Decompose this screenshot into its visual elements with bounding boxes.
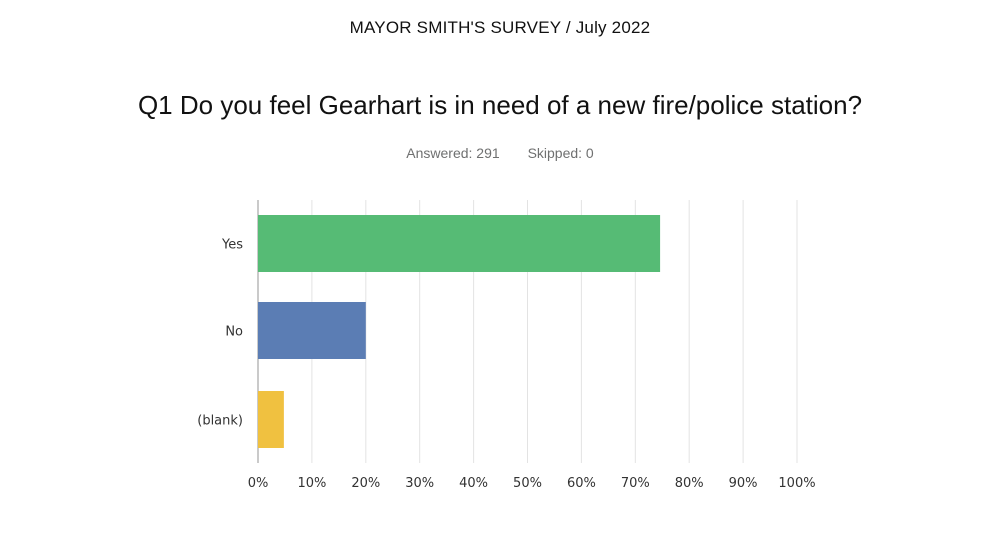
x-tick-label: 90% bbox=[729, 476, 758, 491]
category-label: (blank) bbox=[197, 414, 243, 429]
bars bbox=[258, 215, 661, 448]
category-labels: Yes No (blank) bbox=[197, 238, 243, 429]
bar-yes bbox=[258, 215, 661, 272]
x-tick-label: 30% bbox=[405, 476, 434, 491]
x-tick-label: 10% bbox=[297, 476, 326, 491]
skipped-count: Skipped: 0 bbox=[527, 145, 594, 161]
bar-no bbox=[258, 302, 366, 359]
question-title: Q1 Do you feel Gearhart is in need of a … bbox=[137, 90, 863, 120]
x-tick-label: 50% bbox=[513, 476, 542, 491]
x-tick-label: 100% bbox=[778, 476, 815, 491]
x-tick-label: 80% bbox=[675, 476, 704, 491]
category-label: Yes bbox=[221, 238, 243, 253]
x-tick-label: 20% bbox=[351, 476, 380, 491]
response-stats: Answered: 291 Skipped: 0 bbox=[0, 145, 1000, 161]
survey-title: MAYOR SMITH'S SURVEY / July 2022 bbox=[349, 18, 651, 37]
x-tick-label: 0% bbox=[248, 476, 269, 491]
x-tick-label: 60% bbox=[567, 476, 596, 491]
category-label: No bbox=[225, 325, 243, 340]
answered-count: Answered: 291 bbox=[406, 145, 500, 161]
x-axis-ticks: 0% 10% 20% 30% 40% 50% 60% 70% 80% 90% 100% bbox=[248, 476, 816, 491]
bar-blank bbox=[258, 391, 284, 448]
x-tick-label: 70% bbox=[621, 476, 650, 491]
x-tick-label: 40% bbox=[459, 476, 488, 491]
